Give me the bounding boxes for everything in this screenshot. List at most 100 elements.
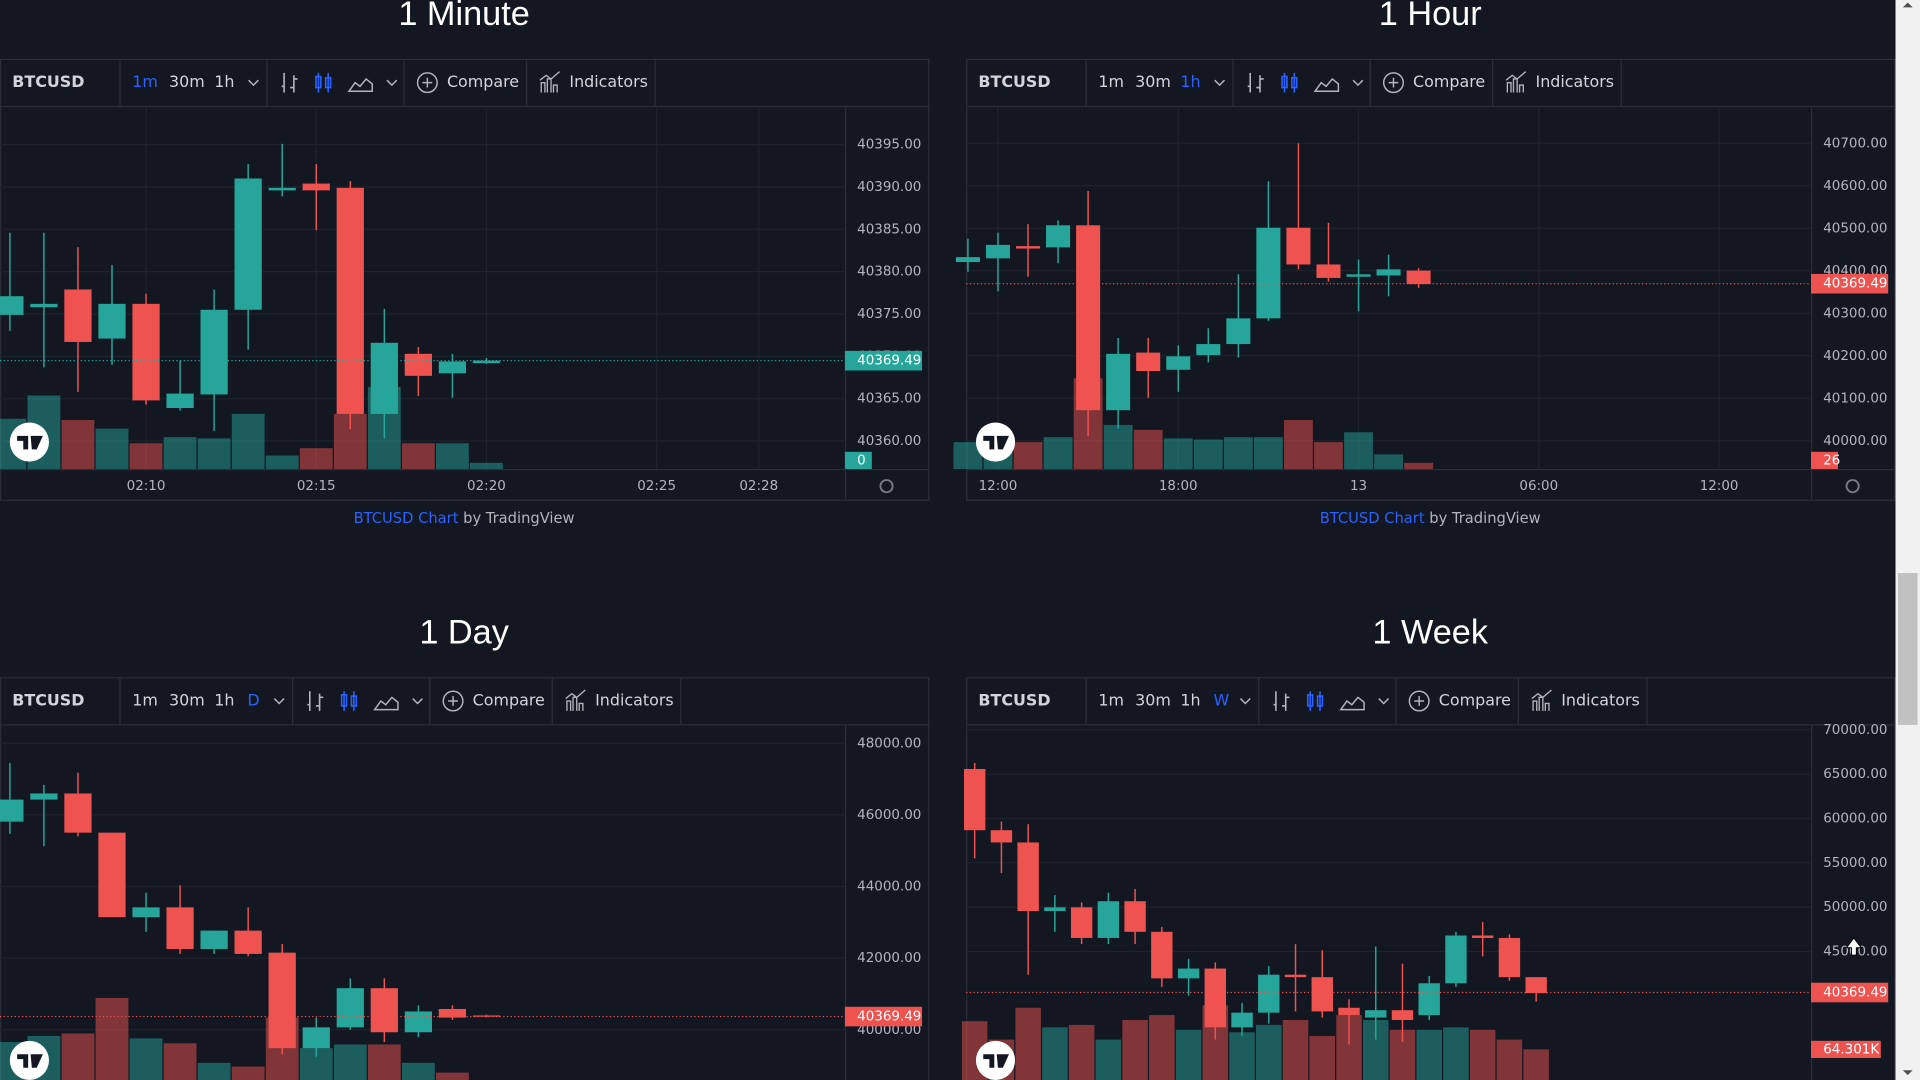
bars-icon[interactable] xyxy=(281,72,298,93)
candle-body xyxy=(302,183,330,191)
indicators-icon[interactable] xyxy=(1505,71,1527,93)
candles-icon-body xyxy=(340,694,348,707)
candle-body xyxy=(438,1008,467,1018)
credit-text: by TradingView xyxy=(1429,510,1540,527)
volume-bar xyxy=(1404,462,1434,469)
tradingview-logo[interactable] xyxy=(975,422,1016,462)
interval-button[interactable]: 1m xyxy=(132,691,158,710)
interval-button[interactable]: 30m xyxy=(1135,72,1171,91)
volume-bar xyxy=(470,462,503,469)
toolbar: BTCUSD 1m 30m 1h Compare Indicators xyxy=(966,58,1896,108)
indicators-icon[interactable] xyxy=(1531,689,1552,711)
symbol-name[interactable]: BTCUSD xyxy=(12,691,84,710)
bars-icon[interactable] xyxy=(1273,691,1290,711)
volume-bar xyxy=(61,420,95,469)
x-tick-label: 02:28 xyxy=(739,479,778,494)
compare-button[interactable]: Compare xyxy=(1413,72,1485,91)
interval-button[interactable]: 1h xyxy=(1180,691,1200,710)
area-icon[interactable] xyxy=(1313,77,1340,92)
interval-dropdown[interactable] xyxy=(1239,698,1251,705)
area-icon[interactable] xyxy=(1339,696,1365,711)
tradingview-logo[interactable] xyxy=(9,1040,49,1080)
interval-dropdown[interactable] xyxy=(273,698,285,705)
y-tick-label: 70000.00 xyxy=(1823,723,1887,738)
interval-button[interactable]: D xyxy=(247,691,259,710)
x-tick-label: 02:25 xyxy=(637,479,676,494)
volume-bar xyxy=(163,1043,197,1080)
chart-panel: 1 Minute BTCUSD 1m 30m 1h Compare Indicators 40… xyxy=(0,0,930,527)
candle-body xyxy=(1124,901,1146,932)
compare-button[interactable]: Compare xyxy=(1439,691,1511,710)
indicators-button[interactable]: Indicators xyxy=(1561,691,1640,710)
compare-icon[interactable] xyxy=(416,72,438,94)
symbol-name[interactable]: BTCUSD xyxy=(978,72,1050,91)
candle-body xyxy=(336,988,364,1028)
interval-button[interactable]: 30m xyxy=(169,691,205,710)
settings-button[interactable] xyxy=(879,479,894,494)
area-icon[interactable] xyxy=(373,696,399,711)
candle-body xyxy=(132,303,160,401)
scroll-down-arrow[interactable] xyxy=(1902,1070,1913,1076)
candle-body xyxy=(1365,1010,1387,1018)
indicators-button[interactable]: Indicators xyxy=(595,691,674,710)
tradingview-logo-mark xyxy=(17,1054,43,1068)
symbol-name[interactable]: BTCUSD xyxy=(978,691,1050,710)
interval-dropdown[interactable] xyxy=(248,79,259,87)
volume-bar xyxy=(1223,437,1253,469)
y-tick-label: 40000.00 xyxy=(857,1023,921,1038)
volume-bar xyxy=(1523,1049,1549,1080)
interval-button[interactable]: 30m xyxy=(169,72,205,91)
indicators-button[interactable]: Indicators xyxy=(1536,72,1615,91)
interval-button[interactable]: 1m xyxy=(1098,72,1124,91)
candles-icon-body xyxy=(1291,76,1298,89)
compare-icon[interactable] xyxy=(442,690,464,712)
volume-bar xyxy=(1175,1029,1202,1080)
candle-body xyxy=(1471,935,1494,938)
last-price-badge xyxy=(844,350,923,371)
compare-icon[interactable] xyxy=(1408,690,1430,712)
compare-button[interactable]: Compare xyxy=(447,72,519,91)
settings-button[interactable] xyxy=(1845,479,1860,494)
volume-bar xyxy=(435,443,469,469)
candle-body xyxy=(98,832,126,918)
tradingview-logo[interactable] xyxy=(975,1040,1016,1080)
interval-button[interactable]: 1h xyxy=(214,691,234,710)
style-dropdown[interactable] xyxy=(1378,698,1390,705)
candle-body xyxy=(30,793,58,800)
symbol-name[interactable]: BTCUSD xyxy=(12,72,84,91)
interval-button[interactable]: 30m xyxy=(1135,691,1171,710)
volume-bar xyxy=(1163,438,1193,469)
interval-dropdown[interactable] xyxy=(1214,79,1226,87)
interval-button[interactable]: 1m xyxy=(1098,691,1124,710)
credit-link[interactable]: BTCUSD Chart xyxy=(354,510,459,527)
interval-button[interactable]: W xyxy=(1213,691,1229,710)
interval-button[interactable]: 1m xyxy=(132,72,158,91)
style-dropdown[interactable] xyxy=(412,698,423,705)
indicators-button[interactable]: Indicators xyxy=(569,72,648,91)
scrollbar[interactable] xyxy=(1895,0,1920,1080)
bars-icon[interactable] xyxy=(1247,72,1264,93)
credit-link[interactable]: BTCUSD Chart xyxy=(1320,510,1425,527)
interval-button[interactable]: 1h xyxy=(1180,72,1200,91)
tradingview-logo[interactable] xyxy=(9,422,49,462)
interval-button[interactable]: 1h xyxy=(214,72,234,91)
toolbar: BTCUSD 1m 30m 1h W Compare Indicators xyxy=(966,677,1896,726)
compare-button[interactable]: Compare xyxy=(473,691,545,710)
style-dropdown[interactable] xyxy=(386,79,398,87)
candle-body xyxy=(1418,983,1440,1016)
compare-icon[interactable] xyxy=(1382,72,1405,94)
style-dropdown[interactable] xyxy=(1352,79,1364,87)
last-volume-label: 64.301K xyxy=(1823,1042,1880,1057)
scroll-up-arrow[interactable] xyxy=(1902,2,1913,8)
area-icon[interactable] xyxy=(347,77,373,92)
compare-icon-plus xyxy=(1414,696,1425,706)
scroll-thumb[interactable] xyxy=(1897,573,1918,725)
indicators-icon[interactable] xyxy=(539,71,561,93)
candle-body xyxy=(1231,1012,1253,1028)
last-volume-label: 0 xyxy=(857,453,866,468)
last-price-label: 40369.49 xyxy=(1823,277,1887,292)
bars-icon[interactable] xyxy=(307,691,324,711)
indicators-icon[interactable] xyxy=(565,689,586,711)
candle-body xyxy=(472,360,501,364)
